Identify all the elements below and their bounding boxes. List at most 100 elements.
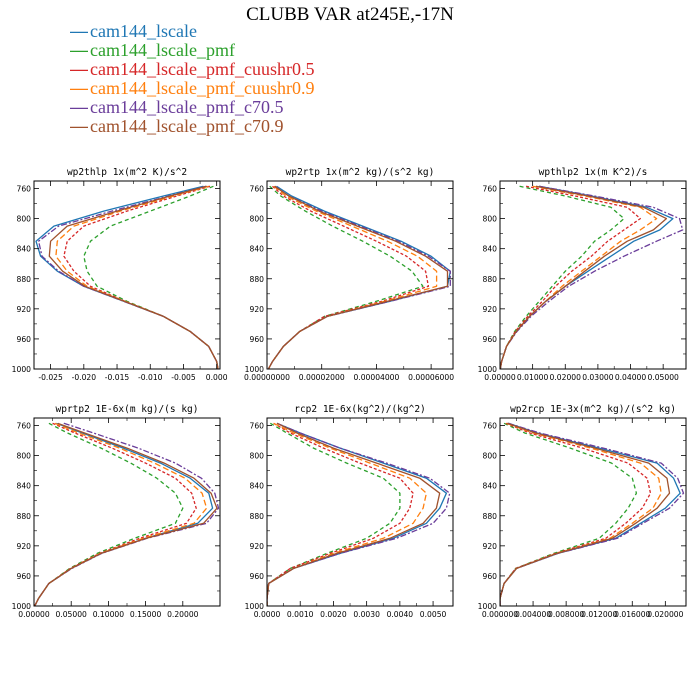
series-line-cam144_lscale_pmf_cuushr0.5 <box>63 185 219 369</box>
panel-title: wp2rtp 1x(m^2 kg)/(s^2 kg) <box>286 167 435 178</box>
y-tick-label: 920 <box>250 542 265 551</box>
plot-frame <box>266 417 454 607</box>
series-line-cam144_lscale_pmf_cuushr0.5 <box>500 185 641 369</box>
legend-line-marker: — <box>70 21 88 41</box>
panel-title: wp2thlp 1x(m^2 K)/s^2 <box>67 167 187 178</box>
y-tick-label: 960 <box>250 335 265 344</box>
y-tick-label: 960 <box>483 335 498 344</box>
x-tick-label: 0.05000 <box>647 373 679 382</box>
legend-line-marker: — <box>70 40 88 60</box>
x-tick-label: 0.012000 <box>581 610 617 619</box>
y-tick-label: 1000 <box>478 602 497 611</box>
series-line-cam144_lscale_pmf_c70.9 <box>48 185 219 369</box>
legend-label: cam144_lscale_pmf_cuushr0.9 <box>90 78 315 98</box>
y-tick-label: 800 <box>483 215 498 224</box>
y-tick-label: 880 <box>483 512 498 521</box>
series-line-cam144_lscale_pmf <box>500 422 638 606</box>
x-tick-label: -0.010 <box>138 373 163 382</box>
x-tick-label: 0.020000 <box>647 610 683 619</box>
y-tick-label: 1000 <box>245 365 264 374</box>
x-tick-label: -0.015 <box>105 373 130 382</box>
series-line-cam144_lscale_pmf_c70.5 <box>267 185 451 369</box>
series-line-cam144_lscale <box>500 185 674 369</box>
plot-frame <box>499 180 687 370</box>
y-tick-label: 760 <box>483 185 498 194</box>
series-line-cam144_lscale <box>35 185 219 369</box>
y-tick-label: 840 <box>250 482 265 491</box>
y-tick-label: 880 <box>250 275 265 284</box>
y-tick-label: 920 <box>250 305 265 314</box>
series-line-cam144_lscale_pmf <box>267 185 424 369</box>
plot-frame <box>33 180 221 370</box>
x-tick-label: 0.0040 <box>387 610 414 619</box>
x-tick-label: -0.025 <box>38 373 63 382</box>
series-line-cam144_lscale_pmf <box>500 185 625 369</box>
legend-label: cam144_lscale_pmf <box>90 40 235 60</box>
plot-frame <box>33 417 221 607</box>
legend-item: — cam144_lscale_pmf_c70.9 <box>70 117 314 136</box>
y-tick-label: 920 <box>17 542 32 551</box>
panel-1: wp2thlp 1x(m^2 K)/s^2 760 800 840 880 920 960 1… <box>12 167 228 382</box>
x-tick-label: 0.05000 <box>55 610 87 619</box>
y-tick-label: 880 <box>17 512 32 521</box>
panel-5: rcp2 1E-6x(kg^2)/(kg^2) 760 800 840 880 920 96… <box>245 404 454 619</box>
x-tick-label: 0.016000 <box>614 610 650 619</box>
series-line-cam144_lscale_pmf_cuushr0.9 <box>267 185 438 369</box>
panel-title: rcp2 1E-6x(kg^2)/(kg^2) <box>294 404 426 415</box>
y-tick-label: 760 <box>250 185 265 194</box>
series-line-cam144_lscale <box>267 185 451 369</box>
y-tick-label: 800 <box>483 452 498 461</box>
y-tick-label: 880 <box>250 512 265 521</box>
y-tick-label: 1000 <box>245 602 264 611</box>
legend-label: cam144_lscale_pmf_cuushr0.5 <box>90 59 315 79</box>
x-tick-label: 0.02000 <box>550 373 582 382</box>
x-tick-label: 0.008000 <box>548 610 584 619</box>
panel-2: wp2rtp 1x(m^2 kg)/(s^2 kg) 760 800 840 880 92… <box>244 167 454 382</box>
y-tick-label: 760 <box>17 185 32 194</box>
x-tick-label: 0.00004000 <box>353 373 399 382</box>
series-line-cam144_lscale_pmf_c70.9 <box>267 185 449 369</box>
y-tick-label: 760 <box>250 422 265 431</box>
legend-label: cam144_lscale_pmf_c70.5 <box>90 97 284 117</box>
y-tick-label: 960 <box>250 572 265 581</box>
y-tick-label: 760 <box>17 422 32 431</box>
y-tick-label: 1000 <box>12 365 31 374</box>
x-tick-label: 0.00000 <box>18 610 50 619</box>
y-tick-label: 1000 <box>478 365 497 374</box>
x-tick-label: 0.15000 <box>130 610 162 619</box>
y-tick-label: 800 <box>17 215 32 224</box>
x-tick-label: 0.20000 <box>167 610 199 619</box>
y-tick-label: 840 <box>17 482 32 491</box>
panel-title: wprtp2 1E-6x(m kg)/(s kg) <box>56 404 199 415</box>
x-tick-label: 0.00006000 <box>408 373 454 382</box>
y-tick-label: 800 <box>17 452 32 461</box>
plot-frame <box>266 180 454 370</box>
series-line-cam144_lscale <box>34 422 214 606</box>
y-tick-label: 960 <box>17 335 32 344</box>
x-tick-label: 0.0020 <box>320 610 347 619</box>
y-tick-label: 880 <box>483 275 498 284</box>
panel-title: wpthlp2 1x(m K^2)/s <box>539 167 648 178</box>
x-tick-label: 0.01000 <box>517 373 549 382</box>
x-tick-label: 0.004000 <box>515 610 551 619</box>
series-line-cam144_lscale_pmf_c70.9 <box>267 422 441 606</box>
legend-item: — cam144_lscale_pmf_c70.5 <box>70 98 314 117</box>
y-tick-label: 800 <box>250 452 265 461</box>
legend-item: — cam144_lscale_pmf <box>70 41 314 60</box>
legend-line-marker: — <box>70 59 88 79</box>
series-line-cam144_lscale_pmf_c70.9 <box>34 422 218 606</box>
series-line-cam144_lscale_pmf_c70.9 <box>500 185 668 369</box>
series-line-cam144_lscale_pmf_c70.9 <box>500 422 671 606</box>
x-tick-label: 0.0050 <box>420 610 447 619</box>
x-tick-label: 0.00002000 <box>299 373 345 382</box>
x-tick-label: -0.020 <box>72 373 97 382</box>
series-line-cam144_lscale_pmf_cuushr0.9 <box>34 422 208 606</box>
y-tick-label: 960 <box>483 572 498 581</box>
series-line-cam144_lscale <box>500 422 681 606</box>
panel-4: wprtp2 1E-6x(m kg)/(s kg) 760 800 840 880 920… <box>12 404 221 619</box>
series-group <box>267 422 451 606</box>
x-tick-label: 0.000 <box>206 373 228 382</box>
y-tick-label: 920 <box>483 542 498 551</box>
series-line-cam144_lscale_pmf <box>267 422 401 606</box>
legend-item: — cam144_lscale <box>70 22 314 41</box>
